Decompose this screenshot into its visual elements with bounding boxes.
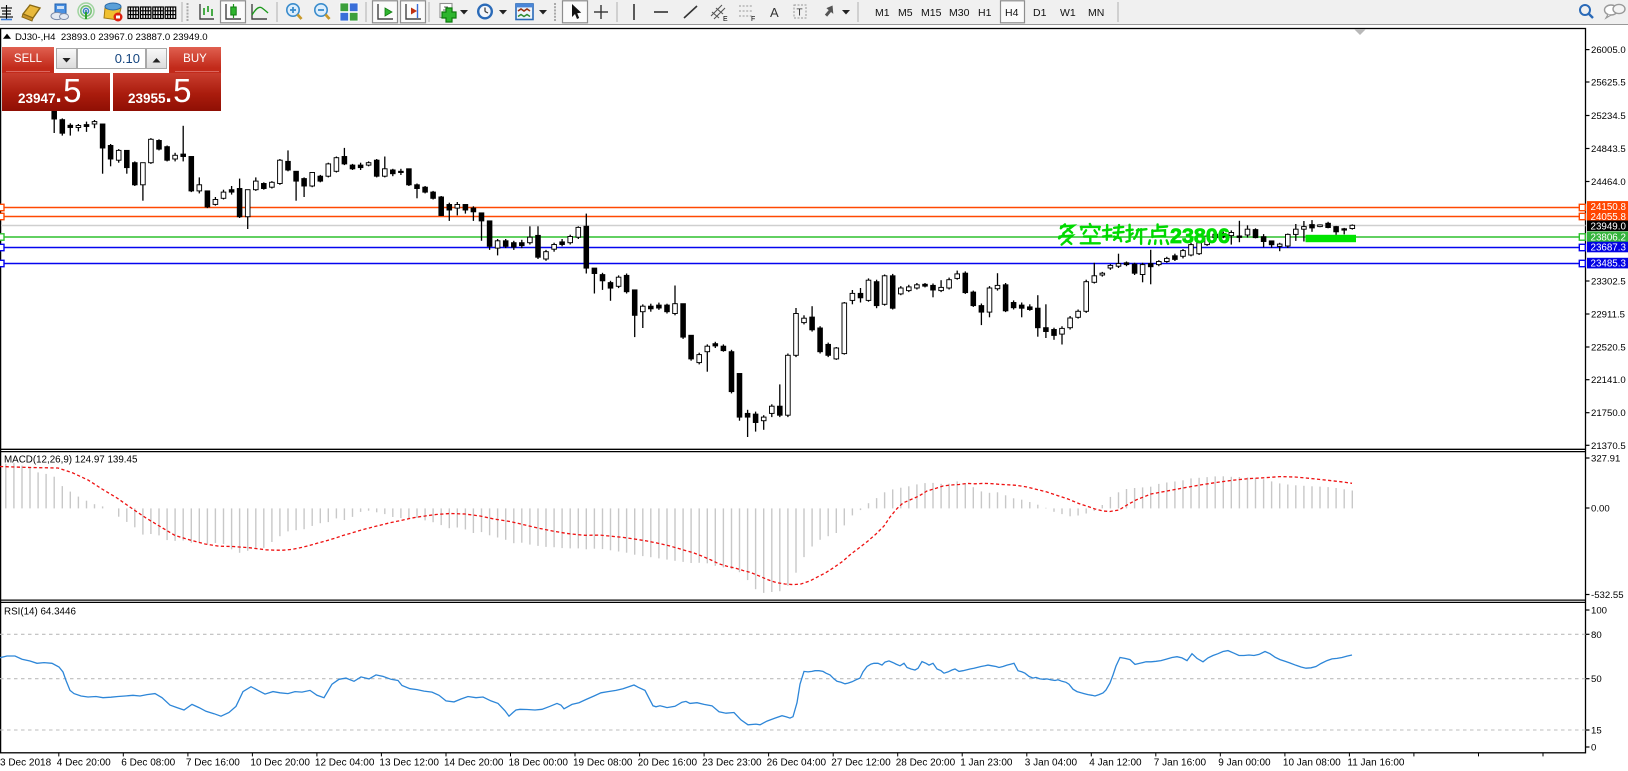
svg-text:RSI(14) 64.3446: RSI(14) 64.3446	[4, 607, 76, 618]
svg-text:23806.2: 23806.2	[1591, 232, 1626, 243]
svg-text:11 Jan 16:00: 11 Jan 16:00	[1347, 758, 1405, 769]
svg-text:7 Dec 16:00: 7 Dec 16:00	[186, 758, 240, 769]
svg-text:1 Jan 23:00: 1 Jan 23:00	[960, 758, 1013, 769]
svg-text:3 Jan 04:00: 3 Jan 04:00	[1025, 758, 1078, 769]
svg-text:H4: H4	[1005, 7, 1019, 19]
svg-text:25234.5: 25234.5	[1591, 111, 1626, 122]
svg-text:23485.3: 23485.3	[1591, 259, 1627, 270]
svg-text:26 Dec 04:00: 26 Dec 04:00	[767, 758, 827, 769]
svg-text:H1: H1	[978, 7, 992, 19]
svg-text:A: A	[770, 5, 779, 20]
svg-text:4 Dec 20:00: 4 Dec 20:00	[57, 758, 111, 769]
svg-text:23687.3: 23687.3	[1591, 243, 1627, 254]
svg-text:3 Dec 2018: 3 Dec 2018	[0, 758, 52, 769]
svg-text:19 Dec 08:00: 19 Dec 08:00	[573, 758, 633, 769]
svg-text:26005.0: 26005.0	[1591, 45, 1626, 56]
svg-text:100: 100	[1591, 606, 1607, 617]
svg-text:M30: M30	[949, 7, 970, 19]
svg-text:15: 15	[1591, 726, 1602, 737]
svg-text:80: 80	[1591, 630, 1602, 641]
svg-text:F: F	[751, 16, 755, 23]
svg-text:23 Dec 23:00: 23 Dec 23:00	[702, 758, 762, 769]
svg-text:M1: M1	[875, 7, 890, 19]
svg-text:28 Dec 20:00: 28 Dec 20:00	[896, 758, 956, 769]
svg-text:DJ30-,H4 23893.0 23967.0 2388: DJ30-,H4 23893.0 23967.0 23887.0 23949.0	[15, 32, 208, 43]
svg-text:D1: D1	[1033, 7, 1047, 19]
svg-text:0: 0	[1591, 743, 1596, 754]
svg-text:22520.5: 22520.5	[1591, 343, 1626, 354]
svg-text:23949.0: 23949.0	[1591, 221, 1627, 232]
svg-text:24464.0: 24464.0	[1591, 177, 1626, 188]
svg-text:13 Dec 12:00: 13 Dec 12:00	[379, 758, 439, 769]
svg-text:22141.0: 22141.0	[1591, 375, 1626, 386]
svg-text:7 Jan 16:00: 7 Jan 16:00	[1154, 758, 1207, 769]
svg-text:21370.5: 21370.5	[1591, 441, 1626, 452]
svg-text:27 Dec 12:00: 27 Dec 12:00	[831, 758, 891, 769]
svg-text:24055.8: 24055.8	[1591, 212, 1627, 223]
svg-text:T: T	[797, 8, 803, 19]
svg-text:327.91: 327.91	[1591, 454, 1620, 465]
svg-text:4 Jan 12:00: 4 Jan 12:00	[1089, 758, 1142, 769]
svg-text:M5: M5	[898, 7, 913, 19]
svg-text:9 Jan 00:00: 9 Jan 00:00	[1218, 758, 1271, 769]
svg-text:14 Dec 20:00: 14 Dec 20:00	[444, 758, 504, 769]
svg-text:E: E	[723, 16, 728, 23]
svg-text:M15: M15	[921, 7, 942, 19]
svg-text:20 Dec 16:00: 20 Dec 16:00	[638, 758, 698, 769]
svg-text:6 Dec 08:00: 6 Dec 08:00	[121, 758, 175, 769]
svg-text:MN: MN	[1088, 7, 1104, 19]
svg-text:12 Dec 04:00: 12 Dec 04:00	[315, 758, 375, 769]
svg-text:50: 50	[1591, 674, 1602, 685]
svg-text:23302.5: 23302.5	[1591, 277, 1626, 288]
svg-text:24843.5: 24843.5	[1591, 144, 1626, 155]
svg-text:23806: 23806	[1170, 224, 1230, 248]
svg-text:0.00: 0.00	[1591, 504, 1610, 515]
svg-text:21750.0: 21750.0	[1591, 408, 1626, 419]
svg-text:10 Jan 08:00: 10 Jan 08:00	[1283, 758, 1341, 769]
svg-text:18 Dec 00:00: 18 Dec 00:00	[509, 758, 569, 769]
svg-text:W1: W1	[1060, 7, 1076, 19]
svg-text:24150.8: 24150.8	[1591, 202, 1627, 213]
svg-text:-532.55: -532.55	[1591, 590, 1624, 601]
svg-text:22911.5: 22911.5	[1591, 310, 1625, 321]
svg-text:10 Dec 20:00: 10 Dec 20:00	[250, 758, 310, 769]
svg-text:MACD(12,26,9) 124.97 139.45: MACD(12,26,9) 124.97 139.45	[4, 455, 138, 466]
svg-text:25625.5: 25625.5	[1591, 78, 1626, 89]
